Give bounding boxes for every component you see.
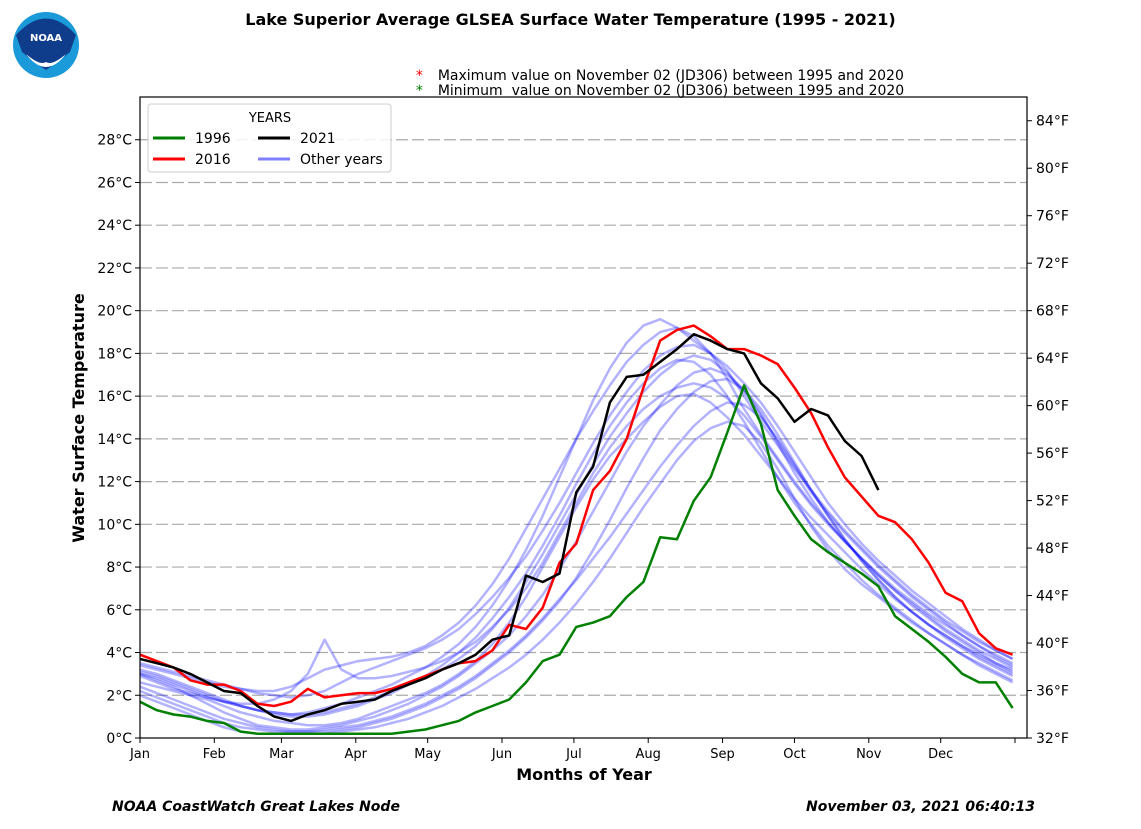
y-tick-label-c: 10°C — [97, 517, 132, 533]
footer-source: NOAA CoastWatch Great Lakes Node — [112, 799, 400, 815]
y-tick-label-f: 56°F — [1036, 446, 1069, 462]
x-tick-label: Oct — [783, 747, 805, 762]
legend-label-2016: 2016 — [195, 152, 231, 168]
footer-timestamp: November 03, 2021 06:40:13 — [806, 799, 1035, 815]
x-tick-label: Nov — [856, 747, 882, 762]
series-line-1996 — [139, 384, 1014, 735]
y-tick-label-c: 4°C — [106, 646, 132, 662]
y-tick-label-f: 48°F — [1036, 541, 1069, 557]
y-tick-label-c: 16°C — [97, 389, 132, 405]
noaa-logo: NOAA — [13, 12, 79, 78]
y-tick-label-f: 36°F — [1036, 684, 1069, 700]
series-line-2016 — [139, 324, 1014, 708]
y-tick-label-c: 14°C — [97, 432, 132, 448]
y-axis-label: Water Surface Temperature — [69, 293, 88, 543]
x-tick-label: Aug — [636, 747, 661, 762]
other-year-line — [139, 326, 1014, 693]
logo-text: NOAA — [30, 33, 62, 44]
min-note-text: Minimum value on November 02 (JD306) bet… — [437, 83, 905, 99]
other-year-line — [139, 382, 1014, 706]
legend-label-other: Other years — [300, 152, 383, 168]
y-tick-label-f: 64°F — [1036, 351, 1069, 367]
other-year-line — [139, 367, 1014, 731]
max-note-text: Maximum value on November 02 (JD306) bet… — [437, 68, 904, 84]
min-star-icon: * — [415, 83, 423, 99]
y-tick-label-f: 72°F — [1036, 256, 1069, 272]
other-year-line — [139, 401, 1014, 733]
legend: YEARS 1996 2021 2016 Other years — [147, 103, 392, 173]
y-tick-label-c: 2°C — [106, 688, 132, 704]
y-tick-label-f: 76°F — [1036, 209, 1069, 225]
y-tick-label-c: 12°C — [97, 475, 132, 491]
x-tick-label: Jun — [491, 747, 512, 762]
y-tick-label-f: 52°F — [1036, 494, 1069, 510]
x-tick-label: Sep — [710, 747, 735, 762]
other-year-line — [139, 358, 1014, 718]
min-note: * Minimum value on November 02 (JD306) be… — [398, 67, 904, 115]
y-tick-label-f: 80°F — [1036, 161, 1069, 177]
y-tick-label-f: 44°F — [1036, 589, 1069, 605]
legend-title: YEARS — [248, 111, 291, 126]
x-tick-label: Mar — [269, 747, 294, 762]
y-tick-label-c: 28°C — [97, 133, 132, 149]
other-year-line — [139, 343, 1014, 699]
max-note: * Maximum value on November 02 (JD306) be… — [398, 52, 904, 100]
other-year-line — [139, 392, 1014, 727]
x-tick-label: Jul — [565, 747, 582, 762]
legend-label-1996: 1996 — [195, 131, 231, 147]
y-tick-label-f: 40°F — [1036, 636, 1069, 652]
y-tick-label-c: 8°C — [106, 560, 132, 576]
series-line-2021 — [139, 332, 880, 723]
y-tick-label-c: 6°C — [106, 603, 132, 619]
x-tick-label: Apr — [345, 747, 368, 762]
other-year-line — [139, 354, 1014, 716]
other-year-line — [139, 317, 1014, 716]
y-tick-label-f: 84°F — [1036, 114, 1069, 130]
x-tick-label: Feb — [203, 747, 226, 762]
y-tick-label-c: 26°C — [97, 175, 132, 191]
plot-frame — [139, 96, 1028, 739]
x-axis-label: Months of Year — [516, 765, 652, 784]
y-tick-label-f: 32°F — [1036, 731, 1069, 747]
other-year-line — [139, 377, 1014, 733]
y-tick-label-c: 18°C — [97, 346, 132, 362]
y-tick-label-f: 60°F — [1036, 399, 1069, 415]
x-tick-label: May — [414, 747, 441, 762]
y-tick-label-c: 0°C — [106, 731, 132, 747]
y-tick-label-c: 22°C — [97, 261, 132, 277]
y-tick-label-f: 68°F — [1036, 304, 1069, 320]
x-tick-label: Dec — [928, 747, 953, 762]
legend-label-2021: 2021 — [300, 131, 336, 147]
y-tick-label-c: 24°C — [97, 218, 132, 234]
x-tick-label: Jan — [129, 747, 150, 762]
chart-title: Lake Superior Average GLSEA Surface Wate… — [245, 10, 896, 29]
max-star-icon: * — [415, 68, 423, 84]
y-tick-label-c: 20°C — [97, 304, 132, 320]
